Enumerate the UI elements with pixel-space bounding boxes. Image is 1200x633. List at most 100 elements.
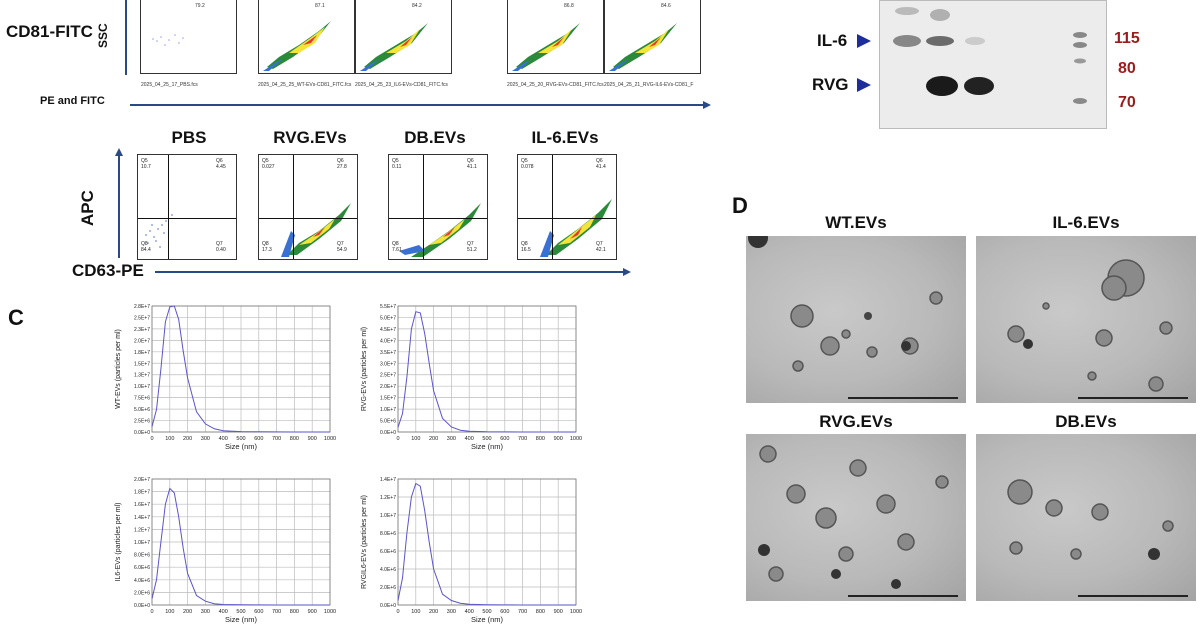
q6-label: Q6 4.45 xyxy=(216,158,226,170)
x-tick-label: 0 xyxy=(150,436,153,442)
q8-label: Q8 84.4 xyxy=(141,241,151,253)
y-tick-label: 1.2E+7 xyxy=(134,527,150,533)
x-tick-label: 300 xyxy=(447,436,456,442)
bottom-x-arrow-head xyxy=(623,268,631,276)
x-tick-label: 0 xyxy=(150,609,153,615)
top-y-axis-line xyxy=(125,0,127,75)
em-title-il6: IL-6.EVs xyxy=(1052,213,1120,232)
q6-label: Q6 41.1 xyxy=(467,158,477,170)
x-tick-label: 500 xyxy=(236,609,245,615)
x-tick-label: 800 xyxy=(290,609,299,615)
y-tick-label: 1.4E+7 xyxy=(134,515,150,521)
y-tick-label: 2.3E+7 xyxy=(134,327,150,333)
x-tick-label: 400 xyxy=(465,436,474,442)
x-tick-label: 100 xyxy=(411,609,420,615)
tem-image-rvg xyxy=(746,434,966,601)
kda-115: 115 xyxy=(1114,30,1140,47)
y-tick-label: 4.0E+6 xyxy=(134,578,150,584)
facs-plot-rvg: Q5 0.027 Q6 27.8 Q8 17.3 Q7 54.9 xyxy=(258,154,358,260)
facs-plot-il6: Q5 0.078 Q6 41.4 Q8 16.5 Q7 42.1 xyxy=(517,154,617,260)
y-tick-label: 4.0E+7 xyxy=(380,338,396,344)
bottom-x-arrow xyxy=(155,271,625,273)
panel-letter-d: D xyxy=(732,193,748,218)
y-axis-label: RVG-EVs (particles per ml) xyxy=(361,327,368,411)
y-tick-label: 1.8E+7 xyxy=(134,490,150,496)
y-tick-label: 2.5E+7 xyxy=(380,373,396,379)
q5-label: Q5 0.027 xyxy=(262,158,275,170)
q7-label: Q7 0.40 xyxy=(216,241,226,253)
q6-value: 41.4 xyxy=(596,164,606,170)
apc-axis-label: APC xyxy=(78,190,97,226)
x-tick-label: 1000 xyxy=(324,609,336,615)
q8-value: 16.5 xyxy=(521,247,531,253)
q5-value: 0.027 xyxy=(262,164,275,170)
x-tick-label: 900 xyxy=(308,609,317,615)
flow-plot-top-1: 79.2 xyxy=(140,0,237,74)
y-axis-label: RVGIL6-EVs (particles per ml) xyxy=(361,495,368,589)
q7-value: 42.1 xyxy=(596,247,606,253)
y-tick-label: 1.3E+7 xyxy=(134,373,150,379)
y-tick-label: 2.0E+7 xyxy=(134,477,150,483)
y-tick-label: 2.5E+6 xyxy=(134,419,150,425)
top-file-2: 2025_04_25_25_WT-EVs-CD81_FITC.fcs xyxy=(258,82,352,88)
x-axis-label: Size (nm) xyxy=(471,615,504,624)
x-tick-label: 600 xyxy=(254,609,263,615)
x-tick-label: 800 xyxy=(536,609,545,615)
q7-value: 51.2 xyxy=(467,247,477,253)
top-file-1: 2025_04_25_17_PBS.fcs xyxy=(141,82,198,88)
panel-letter-c: C xyxy=(8,305,24,330)
top-file-3: 2025_04_25_23_IL6-EVs-CD81_FITC.fcs xyxy=(355,82,448,88)
q8-value: 17.3 xyxy=(262,247,272,253)
y-tick-label: 3.5E+7 xyxy=(380,350,396,356)
ssc-axis-label: SSC xyxy=(96,23,110,48)
x-tick-label: 0 xyxy=(396,609,399,615)
kda-70: 70 xyxy=(1118,94,1136,111)
top-x-arrow-head xyxy=(703,101,711,109)
x-tick-label: 700 xyxy=(272,436,281,442)
title-rvg-evs: RVG.EVs xyxy=(273,128,347,147)
q6-label: Q6 41.4 xyxy=(596,158,606,170)
y-tick-label: 4.0E+6 xyxy=(380,567,396,573)
nta-chart-rvgil6: 0.0E+0 2.0E+6 4.0E+6 6.0E+6 8.0E+6 1.0E+7 1.2E… xyxy=(361,477,582,624)
y-tick-label: 5.0E+6 xyxy=(134,407,150,413)
q8-value: 84.4 xyxy=(141,247,151,253)
q8-label: Q8 17.3 xyxy=(262,241,272,253)
y-tick-label: 6.0E+6 xyxy=(380,549,396,555)
x-tick-label: 700 xyxy=(518,436,527,442)
flow-plot-top-2: 87.1 xyxy=(258,0,355,74)
bottom-y-arrow-head xyxy=(115,148,123,156)
facs-plot-pbs: Q5 10.7 Q6 4.45 Q8 84.4 Q7 0.40 xyxy=(137,154,237,260)
y-tick-label: 6.0E+6 xyxy=(134,565,150,571)
y-tick-label: 0.0E+0 xyxy=(134,603,150,609)
x-axis-label: Size (nm) xyxy=(225,615,258,624)
wb-arrow-rvg xyxy=(857,78,871,92)
q7-label: Q7 51.2 xyxy=(467,241,477,253)
x-tick-label: 900 xyxy=(554,609,563,615)
y-tick-label: 1.0E+7 xyxy=(134,384,150,390)
x-tick-label: 200 xyxy=(429,436,438,442)
scale-bar xyxy=(848,595,958,597)
tem-image-db xyxy=(976,434,1196,601)
x-tick-label: 400 xyxy=(219,436,228,442)
x-tick-label: 700 xyxy=(272,609,281,615)
scale-bar xyxy=(1078,595,1188,597)
q5-label: Q5 10.7 xyxy=(141,158,151,170)
tem-image-wt xyxy=(746,236,966,403)
q6-value: 41.1 xyxy=(467,164,477,170)
x-tick-label: 1000 xyxy=(324,436,336,442)
y-tick-label: 0.0E+0 xyxy=(380,603,396,609)
y-axis-label: IL6-EVs (particles per ml) xyxy=(115,503,122,582)
nta-chart-il6: 0.0E+0 2.0E+6 4.0E+6 6.0E+6 8.0E+6 1.0E+7 1.2E… xyxy=(115,477,336,624)
y-tick-label: 2.0E+6 xyxy=(134,590,150,596)
size-distribution-line xyxy=(397,482,576,606)
x-tick-label: 1000 xyxy=(570,436,582,442)
x-tick-label: 600 xyxy=(500,436,509,442)
title-il6-evs: IL-6.EVs xyxy=(531,128,599,147)
y-tick-label: 2.0E+7 xyxy=(134,338,150,344)
y-tick-label: 1.6E+7 xyxy=(134,502,150,508)
em-title-rvg: RVG.EVs xyxy=(819,412,893,431)
wb-label-rvg: RVG xyxy=(812,75,849,94)
gate-value: 86.8 xyxy=(564,3,574,9)
nta-chart-rvg: 0.0E+0 5.0E+6 1.0E+7 1.5E+7 2.0E+7 2.5E+7 3.0E… xyxy=(361,304,582,451)
nta-chart-wt: 0.0E+0 2.5E+6 5.0E+6 7.5E+6 1.0E+7 1.3E+7 1.5E… xyxy=(115,304,336,451)
